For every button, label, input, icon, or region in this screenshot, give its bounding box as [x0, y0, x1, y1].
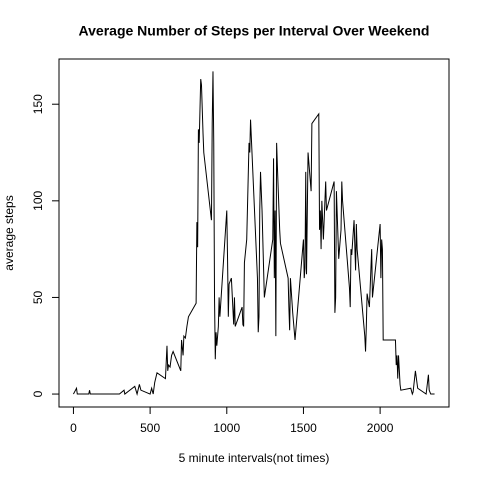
plot-box	[58, 58, 450, 408]
y-axis-label: average steps	[2, 195, 16, 270]
y-tick-label: 150	[31, 94, 45, 114]
y-tick-label: 50	[31, 290, 45, 304]
x-axis-label: 5 minute intervals(not times)	[179, 451, 330, 465]
x-tick-label: 2000	[367, 421, 394, 435]
chart-title: Average Number of Steps per Interval Ove…	[79, 23, 430, 39]
x-tick-label: 1500	[290, 421, 317, 435]
x-tick-label: 1000	[213, 421, 240, 435]
y-tick-label: 0	[31, 390, 45, 397]
data-line	[72, 71, 435, 396]
y-tick-label: 100	[31, 190, 45, 210]
x-tick-label: 0	[70, 421, 77, 435]
x-tick-label: 500	[140, 421, 160, 435]
